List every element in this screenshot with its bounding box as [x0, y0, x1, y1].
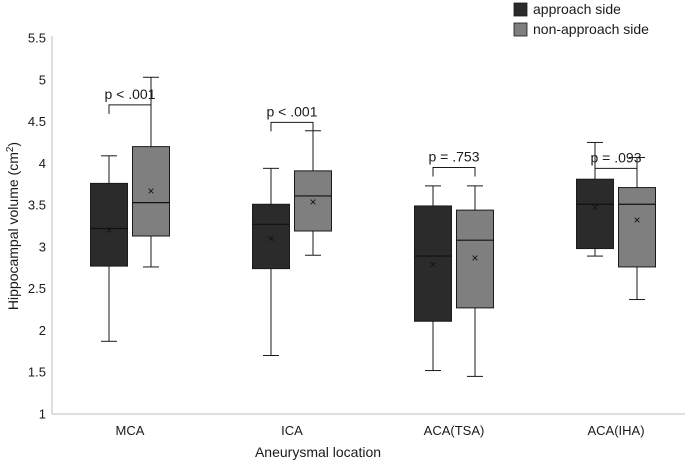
mean-marker: × — [591, 201, 598, 215]
y-tick-label: 4.5 — [28, 114, 46, 129]
y-tick-label: 4 — [39, 156, 46, 171]
y-tick-label: 2 — [39, 323, 46, 338]
x-category-label: ICA — [281, 423, 303, 438]
box-group: × — [132, 76, 170, 268]
box-iqr — [618, 187, 656, 268]
x-category-label: MCA — [116, 423, 145, 438]
box-iqr — [456, 209, 494, 309]
boxes-layer: × × × × × × × × — [90, 76, 656, 377]
p-value-label: p = .093 — [591, 149, 642, 165]
mean-marker: × — [147, 184, 154, 198]
y-tick-label: 3 — [39, 239, 46, 254]
box-iqr — [294, 170, 332, 232]
mean-marker: × — [105, 223, 112, 237]
annotations-layer: p < .001 p < .001 p = .753 p = .093 — [105, 86, 642, 178]
significance-bracket — [270, 121, 314, 132]
axes: 1 1.5 2 2.5 3 3.5 4 4.5 5 5.5 MCA ICA ACA(TSA) ACA(IH… — [28, 31, 685, 438]
mean-marker: × — [267, 232, 274, 246]
significance-bracket — [432, 167, 476, 177]
significance-bracket — [108, 104, 152, 114]
p-value-label: p < .001 — [105, 86, 156, 102]
legend: approach side non-approach side — [513, 1, 649, 37]
x-category-label: ACA(TSA) — [424, 423, 485, 438]
y-tick-label: 5 — [39, 72, 46, 87]
box-group: × — [456, 185, 494, 377]
box-group: × — [294, 130, 332, 256]
p-value-label: p = .753 — [429, 149, 480, 165]
box-group: × — [252, 167, 290, 357]
legend-swatch — [513, 2, 528, 17]
box-iqr — [414, 205, 452, 322]
box-iqr — [252, 203, 290, 270]
legend-swatch — [513, 22, 528, 37]
mean-marker: × — [633, 213, 640, 227]
legend-label: non-approach side — [533, 21, 649, 37]
box-group: × — [90, 155, 128, 342]
y-axis-title: Hippocampal volume (cm2) — [5, 142, 21, 310]
box-iqr — [132, 146, 170, 237]
significance-bracket — [594, 167, 638, 178]
box-group: × — [618, 156, 656, 301]
box-iqr — [576, 178, 614, 250]
box-group: × — [576, 141, 614, 257]
box-group: × — [414, 185, 452, 372]
y-tick-label: 1 — [39, 407, 46, 422]
y-tick-label: 1.5 — [28, 365, 46, 380]
legend-label: approach side — [533, 1, 621, 17]
y-axis-title-main: Hippocampal volume (cm — [5, 152, 21, 310]
x-axis-title: Aneurysmal location — [255, 444, 381, 460]
y-axis-title-superscript: 2 — [5, 146, 16, 152]
x-category-label: ACA(IHA) — [587, 423, 644, 438]
y-tick-label: 3.5 — [28, 198, 46, 213]
y-tick-label: 2.5 — [28, 281, 46, 296]
mean-marker: × — [471, 251, 478, 265]
mean-marker: × — [309, 195, 316, 209]
box-iqr — [90, 182, 128, 267]
y-axis-title-close: ) — [5, 142, 21, 147]
y-tick-label: 5.5 — [28, 31, 46, 46]
mean-marker: × — [429, 257, 436, 271]
p-value-label: p < .001 — [267, 103, 318, 119]
